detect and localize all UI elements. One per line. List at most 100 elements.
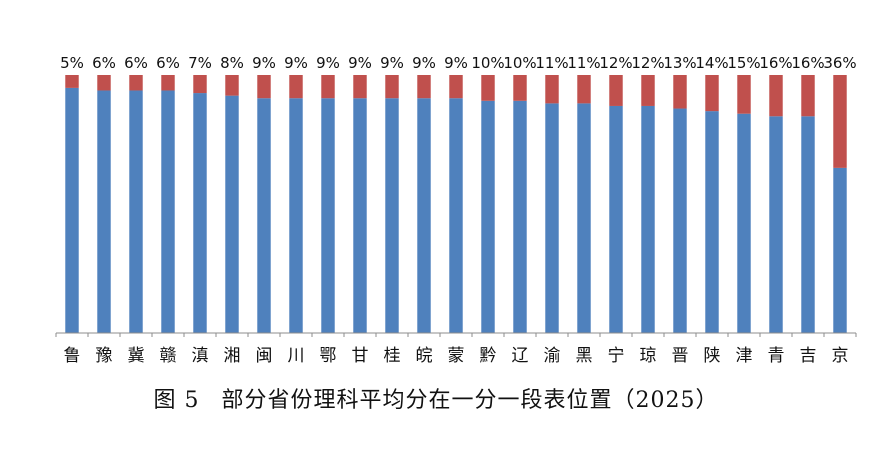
data-label: 8% — [220, 54, 244, 72]
data-label: 6% — [156, 54, 180, 72]
category-label: 皖 — [416, 346, 433, 366]
category-label: 甘 — [352, 346, 369, 366]
bar-segment-lower-22 — [737, 113, 751, 333]
bar-segment-lower-16 — [545, 103, 559, 333]
data-label: 14% — [695, 54, 728, 72]
bar-segment-upper-11 — [385, 75, 399, 99]
bar-segment-upper-12 — [417, 75, 431, 99]
data-label: 7% — [188, 54, 212, 72]
bar-segment-lower-1 — [65, 87, 79, 334]
category-label: 湘 — [224, 346, 241, 366]
data-label: 16% — [791, 54, 824, 72]
data-label: 9% — [380, 54, 404, 72]
category-label: 闽 — [256, 346, 273, 366]
figure-caption: 图 5 部分省份理科平均分在一分一段表位置（2025） — [0, 382, 872, 414]
data-label: 12% — [631, 54, 664, 72]
bar-segment-lower-12 — [417, 98, 431, 333]
bar-segment-lower-8 — [289, 98, 303, 333]
bar-segment-upper-9 — [321, 75, 335, 99]
category-label: 滇 — [192, 346, 209, 366]
bar-segment-upper-6 — [225, 75, 239, 96]
data-label: 36% — [823, 54, 856, 72]
data-label: 5% — [60, 54, 84, 72]
data-label: 10% — [503, 54, 536, 72]
bar-segment-lower-2 — [97, 90, 111, 333]
data-label: 9% — [316, 54, 340, 72]
bar-segment-lower-13 — [449, 98, 463, 333]
data-label: 9% — [444, 54, 468, 72]
data-label: 9% — [412, 54, 436, 72]
category-label: 辽 — [512, 346, 529, 366]
category-label: 桂 — [384, 346, 401, 366]
category-label: 豫 — [96, 346, 113, 366]
bar-segment-lower-5 — [193, 93, 207, 333]
bar-segment-upper-14 — [481, 75, 495, 101]
data-label: 13% — [663, 54, 696, 72]
bar-segment-upper-21 — [705, 75, 719, 112]
category-label: 蒙 — [448, 346, 465, 366]
bar-segment-lower-3 — [129, 90, 143, 333]
bar-segment-lower-23 — [769, 116, 783, 333]
category-label: 鲁 — [64, 346, 81, 366]
data-label: 11% — [567, 54, 600, 72]
bar-segment-upper-7 — [257, 75, 271, 99]
category-label: 陕 — [704, 346, 721, 366]
bar-segment-lower-19 — [641, 105, 655, 334]
bar-segment-upper-1 — [65, 75, 79, 88]
bar-segment-upper-2 — [97, 75, 111, 91]
data-label: 9% — [348, 54, 372, 72]
x-axis: 鲁豫冀赣滇湘闽川鄂甘桂皖蒙黔辽渝黑宁琼晋陕津青吉京 — [55, 332, 857, 366]
category-label: 京 — [832, 346, 849, 366]
category-label: 晋 — [672, 346, 689, 366]
data-label: 10% — [471, 54, 504, 72]
bar-segment-lower-24 — [801, 116, 815, 333]
category-label: 冀 — [128, 346, 145, 366]
category-label: 宁 — [608, 346, 625, 366]
bar-segment-upper-22 — [737, 75, 751, 114]
bar-segment-upper-16 — [545, 75, 559, 104]
bar-segment-lower-15 — [513, 100, 527, 333]
bar-segment-lower-11 — [385, 98, 399, 333]
bar-segment-upper-23 — [769, 75, 783, 117]
figure-label: 图 5 — [153, 388, 200, 413]
bar-segment-upper-4 — [161, 75, 175, 91]
bar-segment-lower-4 — [161, 90, 175, 333]
data-label: 16% — [759, 54, 792, 72]
bar-segment-upper-13 — [449, 75, 463, 99]
bar-segment-lower-9 — [321, 98, 335, 333]
bar-segment-lower-20 — [673, 108, 687, 333]
category-label: 青 — [768, 346, 785, 366]
data-label: 11% — [535, 54, 568, 72]
bar-segment-upper-20 — [673, 75, 687, 109]
data-label: 15% — [727, 54, 760, 72]
category-label: 黔 — [480, 346, 497, 366]
category-label: 鄂 — [320, 346, 337, 366]
bar-segment-upper-19 — [641, 75, 655, 106]
bar-segment-upper-18 — [609, 75, 623, 106]
bar-segment-lower-10 — [353, 98, 367, 333]
bar-segment-lower-6 — [225, 95, 239, 333]
bar-segment-lower-21 — [705, 111, 719, 334]
data-labels-layer: 5% 6% 6% 6% 7% 8% 9% 9% 9% 9% 9% 9% 9% 10%10%11%11%12… — [60, 54, 857, 72]
category-label: 吉 — [800, 346, 817, 366]
bar-segment-lower-7 — [257, 98, 271, 333]
category-label: 黑 — [576, 346, 593, 366]
bar-segment-lower-25 — [833, 167, 847, 333]
bar-segment-lower-14 — [481, 100, 495, 333]
bar-segment-upper-8 — [289, 75, 303, 99]
data-label: 6% — [124, 54, 148, 72]
data-label: 12% — [599, 54, 632, 72]
bar-segment-upper-10 — [353, 75, 367, 99]
bar-segment-upper-3 — [129, 75, 143, 91]
bar-segment-upper-24 — [801, 75, 815, 117]
category-label: 琼 — [640, 346, 657, 366]
bar-segment-upper-5 — [193, 75, 207, 94]
data-label: 9% — [284, 54, 308, 72]
bar-segment-upper-25 — [833, 75, 847, 168]
category-label: 川 — [288, 346, 305, 366]
bar-segment-upper-15 — [513, 75, 527, 101]
data-label: 6% — [92, 54, 116, 72]
data-label: 9% — [252, 54, 276, 72]
category-label: 津 — [736, 346, 753, 366]
